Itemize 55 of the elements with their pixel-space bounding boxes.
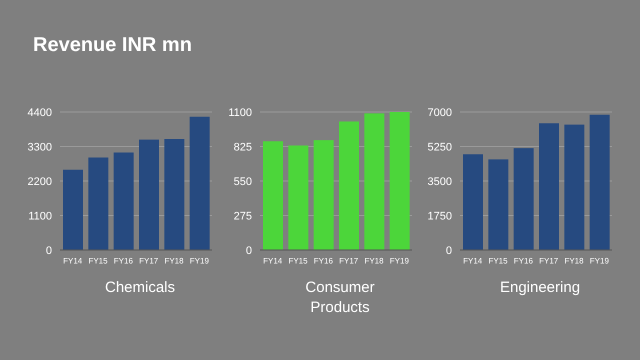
y-tick-label: 3300 (28, 141, 52, 154)
x-tick-label: FY19 (190, 256, 210, 266)
y-tick-label: 7000 (428, 106, 452, 119)
x-tick-label: FY16 (514, 256, 534, 266)
bar (114, 152, 134, 250)
x-tick-label: FY14 (263, 256, 283, 266)
y-tick-label: 825 (234, 141, 252, 154)
x-tick-label: FY19 (590, 256, 610, 266)
y-tick-label: 0 (46, 244, 52, 257)
x-tick-label: FY14 (463, 256, 483, 266)
y-tick-label: 550 (234, 176, 252, 188)
x-axis-title: Engineering (498, 278, 582, 298)
bar (288, 145, 308, 250)
x-tick-label: FY18 (164, 256, 184, 266)
x-axis-title: Chemicals (104, 278, 176, 298)
x-tick-label: FY15 (88, 256, 108, 266)
bar (488, 159, 508, 250)
x-tick-label: FY16 (314, 256, 334, 266)
x-tick-label: FY17 (339, 256, 359, 266)
x-tick-label: FY14 (63, 256, 83, 266)
bar (539, 123, 559, 250)
y-tick-label: 3500 (428, 176, 452, 188)
x-tick-label: FY15 (488, 256, 508, 266)
y-tick-label: 1100 (28, 210, 52, 222)
y-tick-label: 1750 (428, 210, 452, 222)
bar (164, 138, 184, 250)
x-tick-label: FY19 (390, 256, 410, 266)
bar (139, 140, 159, 250)
bar (339, 122, 359, 250)
y-tick-label: 4400 (28, 106, 52, 119)
y-tick-label: 0 (446, 244, 452, 257)
bar (590, 114, 610, 250)
bar (390, 112, 410, 250)
bar (564, 124, 584, 250)
y-tick-label: 2200 (28, 176, 52, 188)
bar (463, 154, 483, 250)
y-tick-label: 1100 (228, 106, 252, 119)
bar (263, 141, 283, 250)
y-tick-label: 0 (246, 244, 252, 257)
bar (190, 116, 210, 250)
x-tick-label: FY15 (288, 256, 308, 266)
x-axis-title: Consumer Products (304, 278, 376, 318)
y-tick-label: 5250 (428, 141, 452, 154)
y-tick-label: 275 (234, 210, 252, 222)
bar (63, 170, 83, 250)
x-tick-label: FY17 (139, 256, 159, 266)
x-tick-label: FY18 (564, 256, 584, 266)
chart-title: Revenue INR mn (33, 34, 192, 57)
bar (364, 113, 384, 250)
x-tick-label: FY18 (364, 256, 384, 266)
x-tick-label: FY16 (114, 256, 134, 266)
bar (88, 157, 108, 250)
bar (514, 148, 534, 250)
bar (314, 140, 334, 250)
x-tick-label: FY17 (539, 256, 559, 266)
